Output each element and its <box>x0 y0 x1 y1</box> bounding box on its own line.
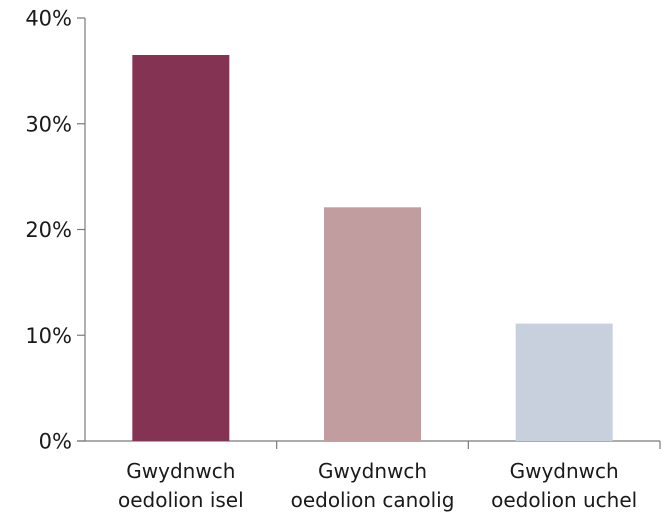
y-tick-label: 10% <box>25 324 72 348</box>
y-axis: 0% 10% 20% 30% 40% <box>25 7 86 454</box>
y-tick-label: 30% <box>25 112 72 136</box>
bar <box>132 55 230 441</box>
x-category-label: oedolion canolig <box>291 488 455 512</box>
x-category-label: Gwydnwch <box>126 459 235 483</box>
x-axis <box>77 440 661 449</box>
y-tick-label: 40% <box>25 7 72 31</box>
y-tick-label: 0% <box>39 430 72 454</box>
y-tick-label: 20% <box>25 218 72 242</box>
bar <box>515 323 613 441</box>
x-category-label: oedolion uchel <box>491 488 637 512</box>
x-category-label: Gwydnwch <box>510 459 619 483</box>
x-category-label: oedolion isel <box>118 488 244 512</box>
category-labels: Gwydnwch oedolion isel Gwydnwch oedolion ca… <box>118 459 637 512</box>
bar <box>324 207 421 441</box>
x-category-label: Gwydnwch <box>318 459 427 483</box>
bars <box>132 55 613 441</box>
